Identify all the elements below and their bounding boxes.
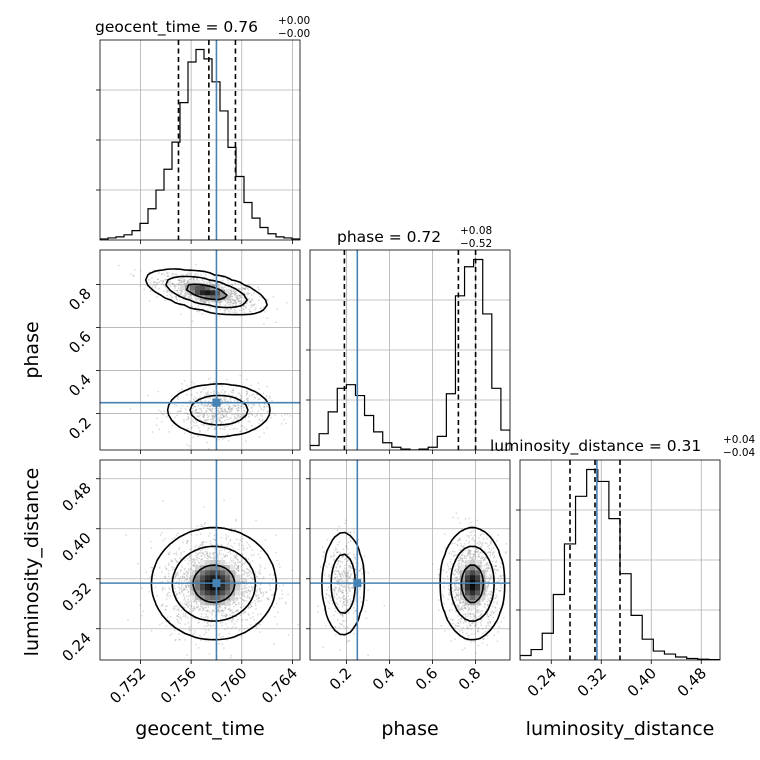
hist-panel-phase [306,249,511,454]
y-tick-label: 0.8 [65,285,95,315]
x-tick-label: 0.48 [674,664,710,700]
histogram-steps [100,48,300,240]
density-body [310,460,510,660]
title-text: phase = 0.72 [337,228,441,246]
title-lower-error: −0.00 [278,28,310,40]
y-tick-label: 0.24 [58,629,94,665]
panel-frame [309,459,511,661]
density-body [100,250,300,450]
density-body [100,460,300,660]
contour-level-3 [321,526,506,641]
x-tick-label: 0.752 [106,664,149,707]
contour-level-2 [171,545,257,622]
panel-title-luminosity-distance: luminosity_distance = 0.31 +0.04 −0.04 [490,434,755,459]
x-tick-label: 0.2 [326,664,356,694]
y-tick-label: 0.48 [58,479,94,515]
contour-level-1 [185,283,228,301]
x-tick-label: 0.8 [455,664,485,694]
density-panel-geocent-time-phase [96,249,301,454]
contour-level-2 [165,275,249,426]
truth-marker [212,398,221,407]
x-tick-label: 0.24 [524,664,560,700]
density-panel-phase-luminosity-distance [306,459,511,664]
axis-labels-group: 0.752 0.756 0.760 0.764 0.2 0.4 0.6 0.8 0.24 0.32… [58,285,710,708]
y-tick-label: 0.6 [65,328,95,358]
contour-level-3 [144,268,271,438]
x-tick-label: 0.40 [624,664,660,700]
x-axis-label-geocent-time: geocent_time [135,718,264,740]
hist-panel-luminosity-distance [516,459,721,664]
x-axis-label-luminosity-distance: luminosity_distance [526,718,715,740]
histogram-steps [310,258,510,450]
panel-title-phase: phase = 0.72 +0.08 −0.52 [337,225,492,250]
density-panel-geocent-time-luminosity-distance [96,459,301,664]
grid-lines [310,250,510,450]
x-tick-label: 0.6 [412,664,442,694]
hist-panel-geocent-time [96,39,301,244]
y-axis-label-phase: phase [21,321,43,378]
y-tick-label: 0.32 [58,579,94,615]
title-text: geocent_time = 0.76 [95,18,258,37]
x-tick-label: 0.756 [157,664,200,707]
y-tick-label: 0.2 [65,414,95,444]
panel-title-geocent-time: geocent_time = 0.76 +0.00 −0.00 [95,15,310,40]
x-tick-label: 0.32 [574,664,610,700]
grid-lines [100,40,300,240]
sample-points [317,512,510,656]
x-axis-label-phase: phase [381,718,438,740]
title-upper-error: +0.08 [460,225,492,237]
y-tick-label: 0.4 [65,371,95,401]
title-lower-error: −0.04 [723,447,755,459]
y-tick-label: 0.40 [58,529,94,565]
contour-level-2 [330,545,495,622]
truth-marker [353,579,362,588]
title-lower-error: −0.52 [460,238,492,250]
x-tick-label: 0.760 [208,664,251,707]
panel-frame [99,249,301,451]
title-upper-error: +0.00 [278,15,310,27]
title-text: luminosity_distance = 0.31 [490,437,701,456]
truth-marker [212,579,221,588]
panel-frame [99,459,301,661]
title-upper-error: +0.04 [723,434,755,446]
x-tick-label: 0.764 [258,664,301,707]
contour-level-3 [150,526,278,641]
x-tick-label: 0.4 [369,664,399,694]
y-axis-label-luminosity-distance: luminosity_distance [21,468,43,657]
